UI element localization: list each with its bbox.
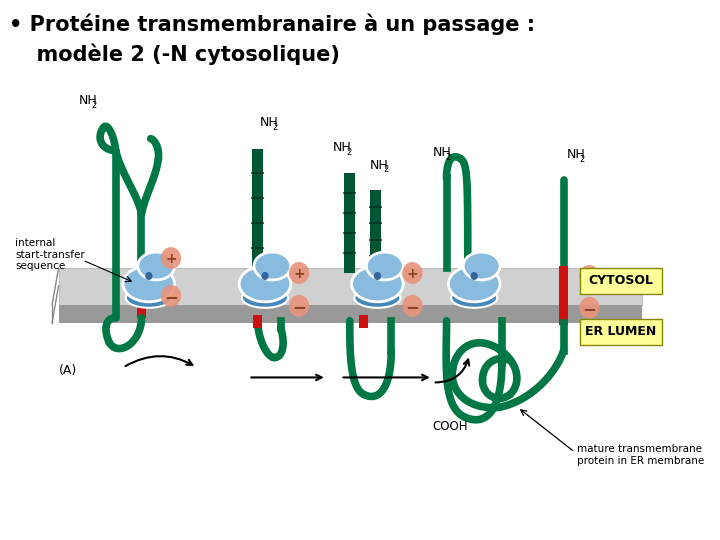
Circle shape (470, 272, 478, 280)
Text: COOH: COOH (433, 420, 468, 433)
Ellipse shape (123, 266, 175, 302)
Ellipse shape (463, 252, 500, 280)
Text: −: − (582, 300, 596, 318)
Text: 2: 2 (383, 165, 388, 174)
Circle shape (374, 272, 381, 280)
Bar (253, 315, 262, 328)
Text: +: + (293, 267, 305, 281)
Bar (344, 173, 355, 273)
Text: 2: 2 (91, 101, 97, 110)
Text: −: − (405, 298, 419, 316)
Bar (137, 273, 146, 318)
Circle shape (161, 247, 181, 269)
Text: internal
start-transfer
sequence: internal start-transfer sequence (15, 238, 85, 272)
Ellipse shape (354, 288, 400, 308)
Text: −: − (292, 298, 306, 316)
Text: 2: 2 (580, 154, 585, 164)
Bar (252, 148, 263, 273)
Ellipse shape (351, 266, 403, 302)
Text: −: − (164, 288, 178, 306)
Circle shape (580, 297, 600, 319)
Ellipse shape (366, 252, 403, 280)
Bar (359, 315, 368, 328)
Text: • Protéine transmembranaire à un passage :: • Protéine transmembranaire à un passage… (9, 14, 535, 35)
Ellipse shape (239, 266, 291, 302)
Text: NH: NH (370, 159, 389, 172)
Ellipse shape (242, 288, 288, 308)
Text: CYTOSOL: CYTOSOL (588, 274, 653, 287)
Circle shape (145, 272, 153, 280)
Text: ER LUMEN: ER LUMEN (585, 325, 657, 338)
Ellipse shape (254, 252, 291, 280)
FancyBboxPatch shape (580, 268, 662, 294)
Circle shape (580, 265, 600, 287)
Text: +: + (165, 252, 177, 266)
Circle shape (402, 295, 423, 317)
Bar (370, 191, 381, 273)
Text: +: + (584, 270, 595, 284)
Text: (A): (A) (58, 364, 77, 377)
Ellipse shape (126, 288, 172, 308)
Circle shape (402, 262, 423, 284)
Polygon shape (58, 305, 642, 323)
Text: 2: 2 (346, 147, 351, 157)
Text: +: + (407, 267, 418, 281)
Bar (559, 266, 568, 325)
Circle shape (261, 272, 269, 280)
Polygon shape (58, 268, 642, 305)
Ellipse shape (449, 266, 500, 302)
FancyBboxPatch shape (580, 319, 662, 345)
Circle shape (289, 295, 309, 317)
Circle shape (289, 262, 309, 284)
Ellipse shape (138, 252, 175, 280)
Text: 2: 2 (446, 153, 451, 161)
Ellipse shape (451, 288, 498, 308)
Text: NH: NH (333, 140, 352, 153)
Text: mature transmembrane
protein in ER membrane: mature transmembrane protein in ER membr… (577, 444, 705, 465)
Circle shape (161, 285, 181, 307)
Text: NH: NH (567, 147, 585, 160)
Text: NH: NH (259, 116, 278, 129)
Text: NH: NH (78, 94, 97, 107)
Text: modèle 2 (-N cytosolique): modèle 2 (-N cytosolique) (22, 43, 340, 65)
Text: NH: NH (433, 146, 451, 159)
Text: 2: 2 (272, 123, 278, 132)
